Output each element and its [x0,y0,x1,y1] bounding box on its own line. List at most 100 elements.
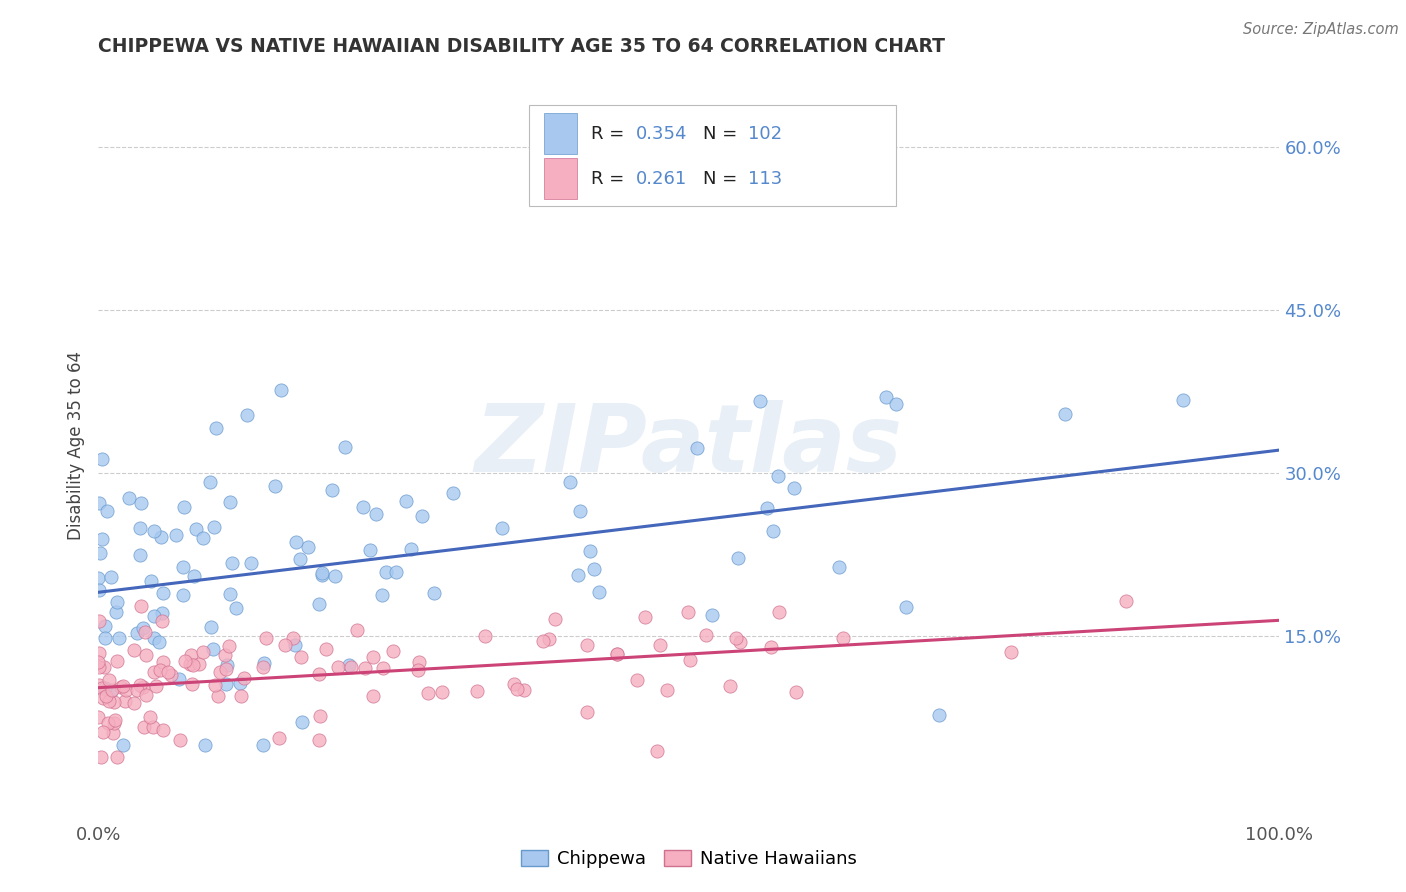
Text: 102: 102 [748,125,782,143]
Point [201,641,224,656]
Point [928,707,950,722]
Point [103,695,125,709]
Point [284,638,307,652]
Point [297,540,319,554]
Text: R =: R = [591,125,630,143]
Point [634,609,657,624]
Point [831,631,853,645]
Point [186,522,208,536]
Point [165,528,187,542]
Point [105,750,128,764]
Point [209,665,232,680]
Point [89,546,111,560]
Point [128,678,150,692]
Point [725,632,748,646]
Point [215,658,238,673]
Text: 113: 113 [748,169,782,187]
Point [768,605,790,619]
Legend: Chippewa, Native Hawaiians: Chippewa, Native Hawaiians [513,843,865,875]
Point [129,599,152,613]
Point [558,475,581,489]
Point [93,631,115,645]
Point [215,677,238,691]
Point [686,441,709,455]
Point [125,683,148,698]
Point [87,583,110,598]
Point [606,647,628,661]
Point [105,595,128,609]
Point [98,694,121,708]
Point [340,659,363,673]
Point [346,623,368,637]
Point [148,635,170,649]
Point [416,686,439,700]
Text: N =: N = [703,169,744,187]
Point [575,705,598,719]
Point [728,634,751,648]
Point [183,569,205,583]
Point [606,647,628,661]
Point [337,657,360,672]
Point [91,452,114,467]
Point [101,726,124,740]
Point [579,543,602,558]
Point [105,654,128,668]
Point [139,574,162,588]
Point [233,671,256,685]
Point [218,639,240,653]
Point [411,509,433,524]
Point [352,500,374,514]
Point [214,648,236,662]
Point [474,629,496,643]
Point [254,631,277,645]
Point [87,660,110,674]
Point [323,569,346,583]
Text: 0.261: 0.261 [636,169,688,187]
Point [87,678,110,692]
Point [87,614,110,628]
Point [193,645,215,659]
Point [491,520,513,534]
Point [173,500,195,515]
Point [97,715,120,730]
Point [104,605,127,619]
Point [441,485,464,500]
Point [252,660,274,674]
Point [111,679,134,693]
FancyBboxPatch shape [544,113,576,154]
Point [676,605,699,619]
Point [181,658,204,673]
Point [134,688,156,702]
Point [114,694,136,708]
Point [87,496,110,510]
Point [139,710,162,724]
Point [104,714,127,728]
Point [783,481,806,495]
Point [575,639,598,653]
Point [194,738,217,752]
Point [94,619,117,633]
Point [87,646,110,660]
Text: R =: R = [591,169,636,187]
Point [886,397,908,411]
Point [159,668,181,682]
Point [110,680,132,694]
Point [506,681,529,696]
Point [828,560,851,574]
Point [239,556,262,570]
Point [191,532,214,546]
Point [252,738,274,752]
Point [188,657,211,671]
Point [98,673,121,687]
Point [274,638,297,652]
Point [150,614,173,628]
Point [645,744,668,758]
Point [152,655,174,669]
Point [152,723,174,738]
Point [749,393,772,408]
Point [288,552,311,566]
Point [361,650,384,665]
Point [354,660,377,674]
Point [333,440,356,454]
Point [315,642,337,657]
